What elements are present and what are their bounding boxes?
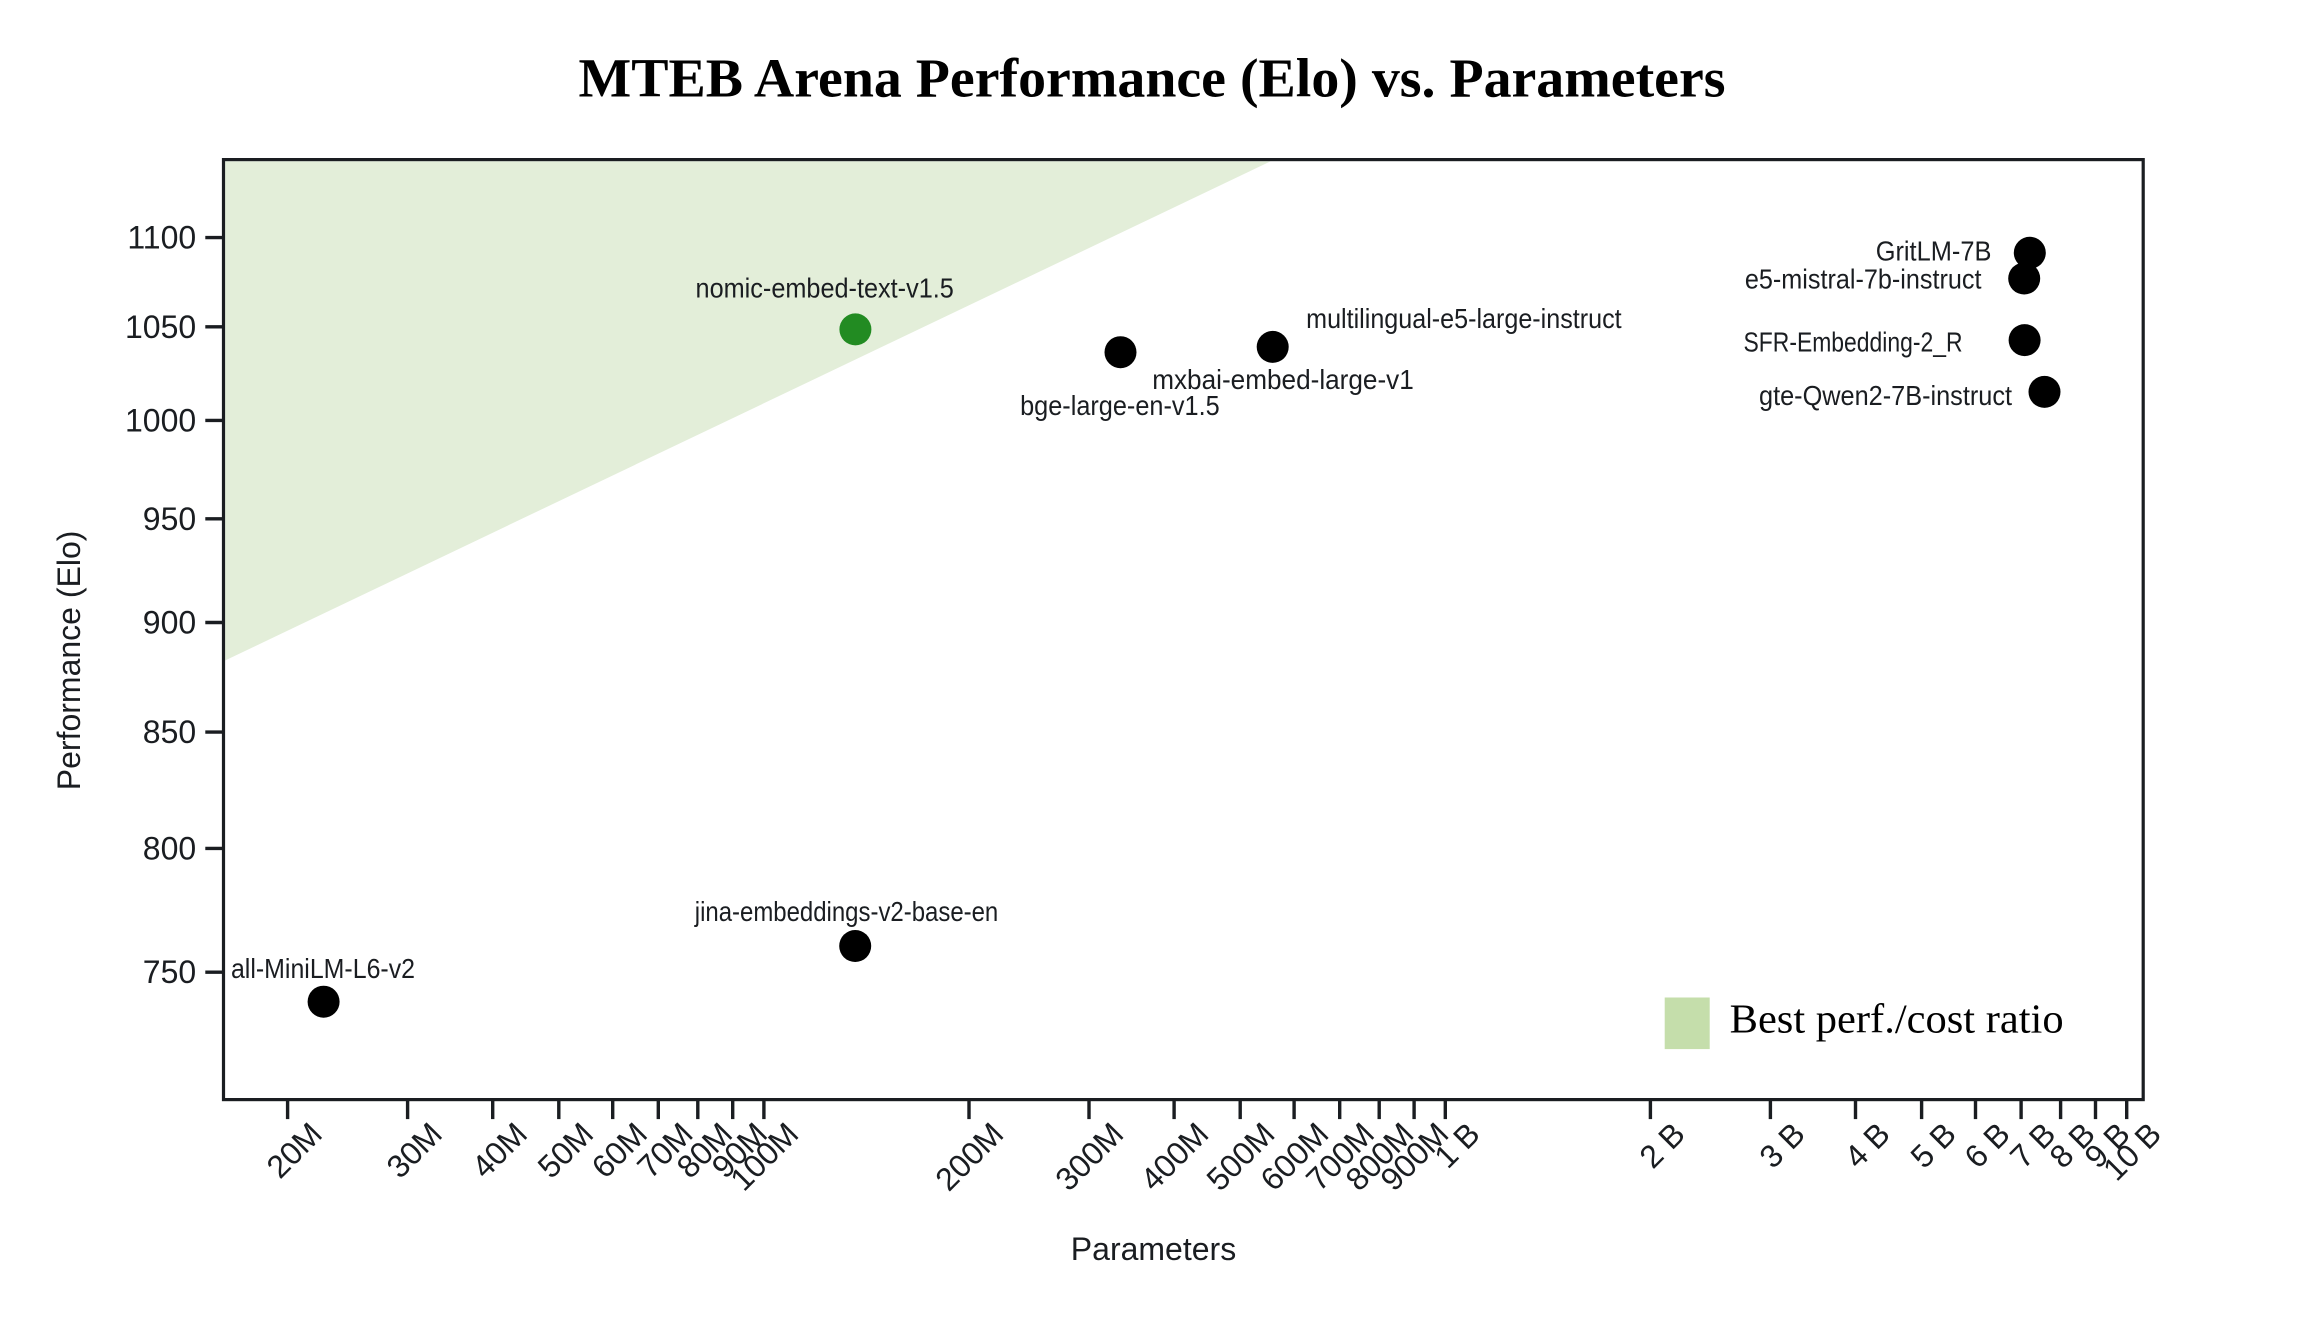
svg-text:850: 850 [143, 714, 196, 750]
svg-text:Performance (Elo): Performance (Elo) [51, 531, 87, 791]
svg-text:SFR-Embedding-2_R: SFR-Embedding-2_R [1744, 326, 1963, 357]
svg-text:nomic-embed-text-v1.5: nomic-embed-text-v1.5 [696, 273, 954, 304]
svg-text:GritLM-7B: GritLM-7B [1876, 236, 1992, 267]
svg-text:800: 800 [143, 830, 196, 866]
svg-text:bge-large-en-v1.5: bge-large-en-v1.5 [1020, 390, 1220, 421]
svg-text:1100: 1100 [127, 220, 196, 256]
svg-text:jina-embeddings-v2-base-en: jina-embeddings-v2-base-en [694, 896, 998, 927]
svg-text:Parameters: Parameters [1071, 1231, 1236, 1267]
svg-text:750: 750 [143, 954, 196, 990]
svg-text:e5-mistral-7b-instruct: e5-mistral-7b-instruct [1745, 264, 1982, 295]
svg-text:mxbai-embed-large-v1: mxbai-embed-large-v1 [1152, 364, 1414, 395]
svg-text:gte-Qwen2-7B-instruct: gte-Qwen2-7B-instruct [1759, 380, 2012, 411]
svg-text:1000: 1000 [125, 402, 196, 438]
svg-text:MTEB Arena Performance (Elo) v: MTEB Arena Performance (Elo) vs. Paramet… [579, 48, 1726, 109]
svg-text:Best perf./cost ratio: Best perf./cost ratio [1730, 995, 2064, 1041]
svg-text:1050: 1050 [125, 309, 196, 345]
svg-text:multilingual-e5-large-instruct: multilingual-e5-large-instruct [1306, 303, 1622, 334]
svg-text:950: 950 [143, 501, 196, 537]
svg-text:900: 900 [143, 605, 196, 641]
svg-text:all-MiniLM-L6-v2: all-MiniLM-L6-v2 [231, 953, 415, 984]
